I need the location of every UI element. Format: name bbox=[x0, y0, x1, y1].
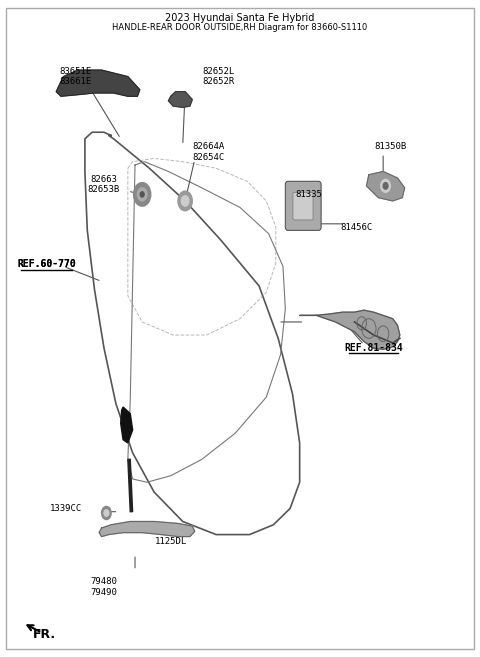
Text: 81456C: 81456C bbox=[341, 223, 373, 232]
Text: REF.81-834: REF.81-834 bbox=[344, 343, 403, 353]
Circle shape bbox=[178, 191, 192, 211]
Text: 82652L
82652R: 82652L 82652R bbox=[203, 67, 235, 86]
Circle shape bbox=[133, 183, 151, 206]
Text: 81350B: 81350B bbox=[374, 142, 407, 151]
Polygon shape bbox=[120, 407, 132, 443]
Text: HANDLE-REAR DOOR OUTSIDE,RH Diagram for 83660-S1110: HANDLE-REAR DOOR OUTSIDE,RH Diagram for … bbox=[112, 23, 368, 32]
Polygon shape bbox=[99, 522, 195, 537]
FancyBboxPatch shape bbox=[293, 193, 313, 220]
Circle shape bbox=[102, 507, 111, 520]
Circle shape bbox=[137, 188, 147, 201]
Text: REF.60-770: REF.60-770 bbox=[17, 260, 76, 269]
Polygon shape bbox=[168, 92, 192, 107]
Polygon shape bbox=[300, 310, 400, 350]
Text: 1125DL: 1125DL bbox=[155, 537, 187, 545]
Polygon shape bbox=[56, 70, 140, 97]
Text: FR.: FR. bbox=[33, 628, 56, 641]
Text: 2023 Hyundai Santa Fe Hybrid: 2023 Hyundai Santa Fe Hybrid bbox=[165, 12, 315, 23]
Text: 81335: 81335 bbox=[296, 190, 323, 199]
Polygon shape bbox=[128, 459, 132, 512]
Circle shape bbox=[181, 196, 189, 206]
FancyBboxPatch shape bbox=[285, 181, 321, 231]
Text: 1339CC: 1339CC bbox=[50, 504, 82, 513]
Text: 79480
79490: 79480 79490 bbox=[91, 578, 118, 597]
Text: 82664A
82654C: 82664A 82654C bbox=[193, 142, 225, 162]
Circle shape bbox=[383, 183, 388, 189]
Text: 83651E
83661E: 83651E 83661E bbox=[59, 67, 92, 86]
Circle shape bbox=[381, 179, 390, 193]
Circle shape bbox=[104, 510, 109, 516]
Text: REF.60-770: REF.60-770 bbox=[17, 260, 76, 269]
Text: 82663
82653B: 82663 82653B bbox=[88, 175, 120, 194]
Circle shape bbox=[140, 192, 144, 197]
Polygon shape bbox=[366, 171, 405, 201]
